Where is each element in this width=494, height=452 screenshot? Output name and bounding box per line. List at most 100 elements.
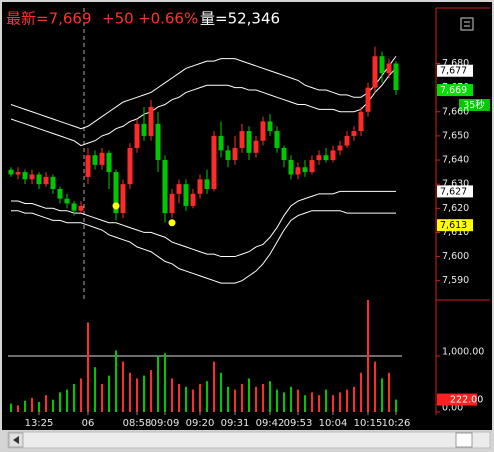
y-tick-label: 7,660 (442, 106, 469, 117)
volume-bar (353, 386, 355, 412)
volume-bar (185, 386, 187, 412)
candle-body (36, 174, 42, 185)
x-tick-label: 09:53 (284, 418, 313, 429)
candle-body (239, 131, 245, 148)
candle-body (141, 123, 147, 136)
volume-bar (150, 370, 152, 412)
x-tick-label: 09:42 (256, 418, 285, 429)
band-line (11, 210, 396, 284)
candle-body (295, 167, 301, 175)
settings-icon[interactable] (460, 17, 474, 31)
x-tick-label: 10:15 (354, 418, 383, 429)
volume-bar (311, 392, 313, 412)
candle-body (120, 184, 126, 214)
volume-bar (52, 399, 54, 412)
candle-body (190, 193, 196, 206)
candle-body (316, 155, 322, 161)
price-marker-box (437, 64, 473, 77)
chart-background (2, 2, 492, 430)
header-text: 量=52,346 (200, 10, 280, 28)
volume-bar (17, 405, 19, 412)
price-marker-label: 7,627 (440, 186, 467, 197)
volume-bar (241, 384, 243, 412)
x-tick-label: 10:04 (319, 418, 348, 429)
volume-tick-label: 1,000.00 (442, 347, 484, 358)
candle-body (330, 150, 336, 161)
volume-bar (122, 361, 124, 412)
volume-bar (290, 386, 292, 412)
volume-bar (101, 384, 103, 412)
volume-bar (192, 389, 194, 412)
volume-bar (395, 399, 397, 412)
candle-body (309, 160, 315, 173)
candle-body (260, 121, 266, 141)
volume-bar (73, 384, 75, 412)
candle-body (358, 111, 364, 132)
header-text: +50 (102, 10, 134, 28)
y-tick-label: 7,640 (442, 155, 469, 166)
candle-body (148, 106, 154, 136)
candle-body (386, 63, 392, 74)
candle-body (253, 140, 259, 153)
price-marker-box (437, 84, 473, 97)
x-tick-label: 10:26 (382, 418, 411, 429)
candle-body (57, 188, 63, 199)
volume-bar (227, 386, 229, 412)
candle-body (92, 155, 98, 165)
x-tick-label: 13:25 (25, 418, 54, 429)
candle-body (288, 160, 294, 175)
volume-bar (164, 353, 166, 412)
volume-bar (108, 375, 110, 412)
candle-body (127, 147, 133, 185)
scrollbar[interactable] (7, 431, 491, 449)
volume-bar (339, 392, 341, 412)
volume-bar (276, 389, 278, 412)
band-line (10, 55, 397, 130)
volume-bar (367, 300, 369, 412)
volume-marker-box (437, 393, 477, 406)
y-tick-label: 7,600 (442, 251, 469, 262)
volume-bar (59, 392, 61, 412)
candle-body (85, 155, 91, 177)
candle-body (183, 184, 189, 206)
scroll-track (7, 431, 491, 449)
volume-bar (129, 372, 131, 412)
candle-body (169, 193, 175, 214)
volume-bar (297, 389, 299, 412)
volume-bar (24, 400, 26, 412)
volume-bar (388, 372, 390, 412)
volume-bar (178, 384, 180, 412)
y-tick-label: 7,610 (442, 227, 469, 238)
candle-body (71, 203, 77, 211)
candle-body (162, 160, 168, 214)
candle-body (351, 131, 357, 136)
scroll-thumb[interactable] (455, 432, 473, 448)
price-marker-label: 7,669 (440, 85, 467, 96)
candle-body (106, 152, 112, 173)
volume-bar (283, 392, 285, 412)
y-tick-label: 7,680 (442, 58, 469, 69)
candle-body (8, 169, 14, 175)
signal-dot (112, 202, 120, 210)
candle-body (302, 167, 308, 173)
candle-body (323, 155, 329, 161)
candle-body (113, 172, 119, 214)
header-text: 最新=7,669 (6, 10, 92, 28)
candle-body (99, 152, 105, 165)
volume-bar (269, 381, 271, 412)
candle-body (29, 174, 35, 180)
scroll-left-arrow (13, 436, 19, 444)
volume-bar (332, 395, 334, 412)
candle-body (197, 179, 203, 194)
x-tick-label: 08:58 (123, 418, 152, 429)
candle-body (232, 147, 238, 161)
volume-marker-label: 222.00 (450, 395, 483, 406)
candle-body (267, 121, 273, 132)
candle-body (393, 63, 399, 91)
icon-frame (460, 17, 474, 31)
volume-bar (143, 375, 145, 412)
volume-bar (262, 384, 264, 412)
volume-bar (381, 378, 383, 412)
volume-bar (31, 398, 33, 412)
price-marker-box (437, 219, 473, 232)
